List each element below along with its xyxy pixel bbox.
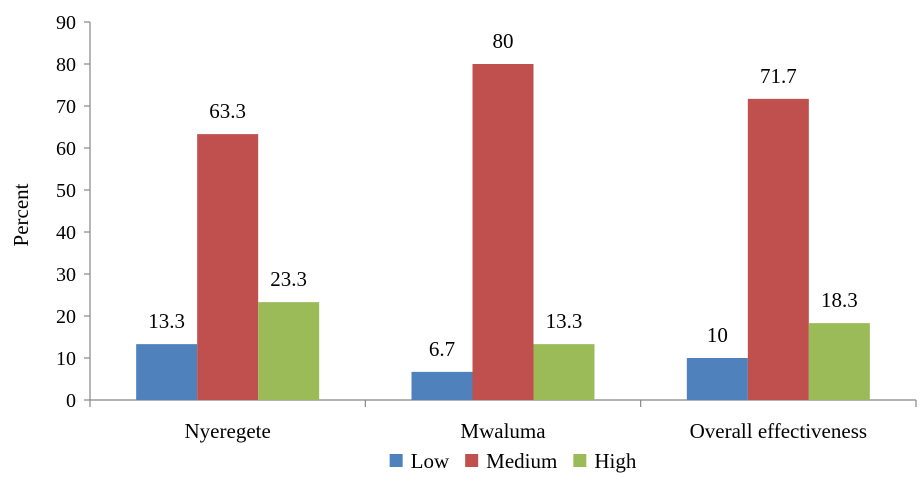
legend-swatch-high xyxy=(573,454,587,467)
y-tick-label: 30 xyxy=(56,264,76,286)
data-label-medium-3: 71.7 xyxy=(760,64,797,88)
data-label-high-3: 18.3 xyxy=(821,288,858,312)
data-label-high-2: 13.3 xyxy=(546,309,583,333)
legend-swatch-medium xyxy=(465,454,479,467)
bar-high-1 xyxy=(258,302,320,400)
y-tick-label: 80 xyxy=(56,54,76,76)
y-tick-label: 0 xyxy=(66,390,76,412)
bar-medium-3 xyxy=(747,98,809,401)
y-tick-label: 40 xyxy=(56,222,76,244)
data-label-low-3: 10 xyxy=(707,323,728,347)
y-tick-label: 70 xyxy=(56,96,76,118)
y-tick-label: 10 xyxy=(56,348,76,370)
data-label-medium-1: 63.3 xyxy=(209,99,246,123)
data-label-medium-2: 80 xyxy=(493,29,514,53)
data-labels: 13.3 63.3 23.3 6.7 80 13.3 10 71.7 18.3 xyxy=(148,29,857,361)
legend-label-medium: Medium xyxy=(486,449,557,473)
legend-label-high: High xyxy=(594,449,637,473)
legend: Low Medium High xyxy=(389,449,637,473)
y-tick-label: 60 xyxy=(56,138,76,160)
x-category-label: Mwaluma xyxy=(460,419,546,443)
data-label-low-2: 6.7 xyxy=(429,337,455,361)
bar-low-1 xyxy=(136,344,198,400)
bars xyxy=(136,64,870,401)
y-tick-label: 20 xyxy=(56,306,76,328)
bar-medium-2 xyxy=(472,64,534,400)
bar-low-2 xyxy=(411,371,473,400)
legend-label-low: Low xyxy=(411,449,450,473)
y-ticks: 0 10 20 30 40 50 60 70 80 90 xyxy=(56,12,90,412)
data-label-high-1: 23.3 xyxy=(270,267,307,291)
x-category-label: Nyeregete xyxy=(185,419,271,443)
bar-high-2 xyxy=(533,344,595,400)
bar-high-3 xyxy=(808,323,870,400)
legend-swatch-low xyxy=(389,454,403,467)
y-axis-label: Percent xyxy=(9,183,33,246)
x-category-label: Overall effectiveness xyxy=(690,419,867,443)
bar-low-3 xyxy=(686,358,748,400)
bar-medium-1 xyxy=(197,134,259,400)
data-label-low-1: 13.3 xyxy=(148,309,185,333)
x-categories: Nyeregete Mwaluma Overall effectiveness xyxy=(185,419,868,443)
y-tick-label: 50 xyxy=(56,180,76,202)
y-tick-label: 90 xyxy=(56,12,76,34)
